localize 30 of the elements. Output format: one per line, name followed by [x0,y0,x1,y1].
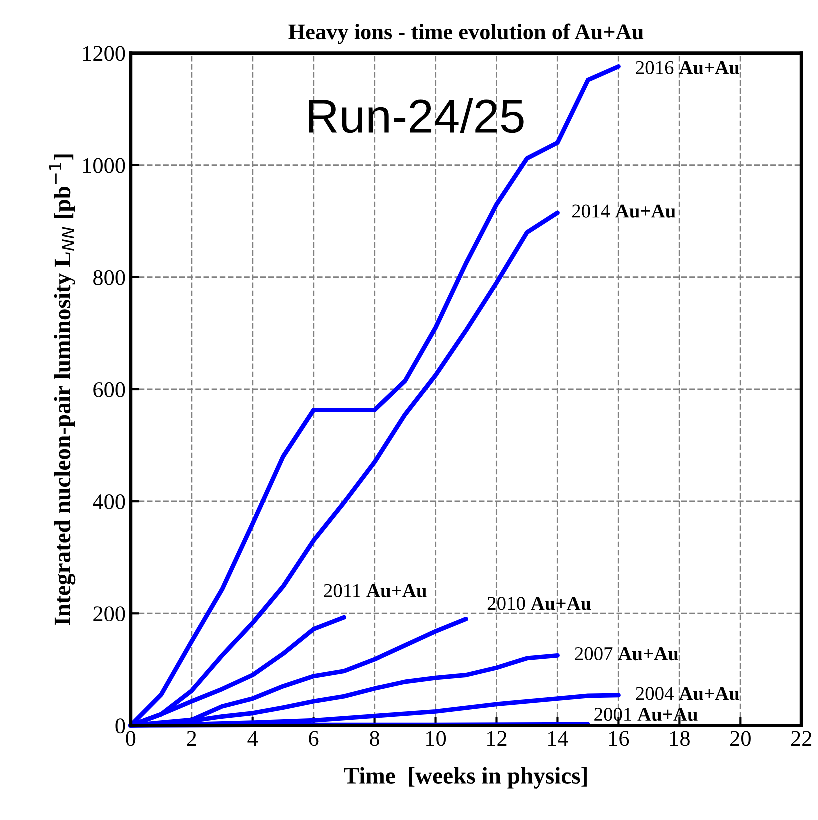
y-axis-title: Integrated nucleon-pair luminosity L$_{NN}$ [pb$^{−1}$] [49,154,76,626]
series-label: 2014 Au+Au [572,204,676,218]
y-tick-label: 0 [116,718,126,734]
series-label: 2010 Au+Au [488,597,592,610]
y-tick-label: 1200 [84,46,126,62]
x-tick-label: 20 [730,731,751,746]
y-tick-label: 1000 [84,158,126,174]
y-tick-label: 600 [94,382,126,398]
x-tick-label: 0 [126,731,136,746]
x-tick-label: 2 [187,731,196,746]
chart-title: Heavy ions - time evolution of Au+Au [288,24,644,44]
x-tick-label: 12 [488,731,507,746]
y-tick-label: 400 [93,494,126,510]
series-label: 2016 Au+Au [636,61,740,74]
y-tick-label: 200 [94,606,126,622]
x-tick-label: 16 [610,731,630,746]
x-tick-label: 6 [309,731,319,746]
x-axis-title: Time [weeks in physics] [344,767,587,789]
series-label: 2007 Au+Au [575,647,678,661]
x-tick-label: 18 [670,731,690,746]
x-tick-label: 10 [426,731,446,746]
series-label: 2011 Au+Au [324,584,427,598]
annotation: Run-24/25 [309,98,524,134]
series-label: 2004 Au+Au [636,687,740,700]
x-tick-label: 8 [370,731,380,746]
x-tick-label: 22 [792,731,812,746]
y-tick-label: 800 [94,270,126,286]
x-tick-label: 14 [548,731,568,746]
x-tick-label: 4 [248,731,258,746]
series-label: 2001 Au+Au [594,708,698,722]
